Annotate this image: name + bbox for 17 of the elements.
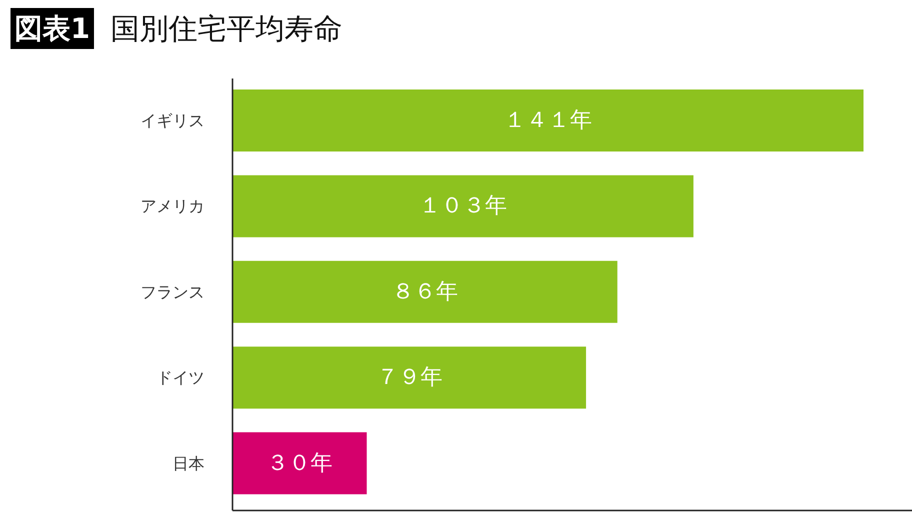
data-label: ７９年 (376, 365, 442, 390)
chart-title: 国別住宅平均寿命 (110, 12, 342, 46)
data-label: ３０年 (266, 450, 333, 476)
y-tick-label: アメリカ (140, 196, 204, 216)
data-label: １０３年 (418, 194, 507, 219)
data-label: １４１年 (504, 108, 592, 133)
bar (232, 175, 694, 238)
bar (232, 90, 864, 152)
bar (232, 260, 618, 323)
y-tick-label: イギリス (140, 111, 204, 130)
bar (232, 346, 586, 409)
y-tick-label: ドイツ (156, 368, 204, 388)
y-tick-label: 日本 (172, 454, 204, 473)
y-tick-label: フランス (140, 282, 204, 302)
text: 図表1 (14, 12, 90, 45)
data-label: ８６年 (392, 279, 458, 304)
bar (232, 432, 367, 494)
